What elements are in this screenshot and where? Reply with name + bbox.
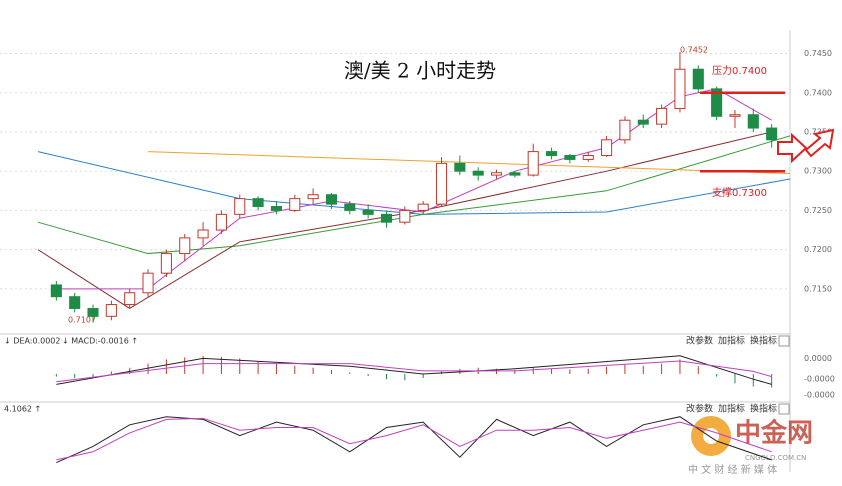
candle-body <box>747 114 759 129</box>
y-tick-label: 0.7400 <box>804 88 832 97</box>
candle-body <box>307 194 319 200</box>
y-tick-label: 0.7200 <box>804 245 832 254</box>
candle-body <box>105 304 117 317</box>
candle-body <box>454 162 466 172</box>
panel-button[interactable]: 换指标 <box>750 403 777 415</box>
candle-body <box>215 213 227 231</box>
panel-header: 4.1062 ↑ <box>4 405 41 414</box>
candle-body <box>289 198 301 211</box>
y-tick-label: 0.7250 <box>804 206 832 215</box>
candle-body <box>87 307 99 317</box>
brand: 中金网 <box>735 418 813 449</box>
candle-body <box>142 272 154 294</box>
candle-body <box>692 68 704 90</box>
candle-body <box>472 170 484 176</box>
candle-body <box>656 107 668 125</box>
candle-body <box>601 139 613 157</box>
panel-header: ↓ MACD:-0.0016 ↑ <box>62 337 138 346</box>
arrow <box>777 132 808 164</box>
low-label: 0.7107 <box>68 316 96 325</box>
candle-body <box>362 209 374 215</box>
indicator-line <box>148 151 791 175</box>
panel-button[interactable]: 加指标 <box>718 335 745 347</box>
candle-body <box>252 198 264 207</box>
candle-body <box>582 155 594 160</box>
y-tick-label: -0.0000 <box>804 390 835 399</box>
candle-body <box>124 292 136 306</box>
candle-body <box>637 119 649 125</box>
candle-body <box>160 253 172 274</box>
indicator-line <box>37 135 791 255</box>
y-tick-label: 0.7350 <box>804 127 832 136</box>
candle-body <box>197 229 209 239</box>
candle-body <box>674 68 686 109</box>
candle-body <box>69 296 81 309</box>
candle-body <box>619 119 631 141</box>
candle-body <box>729 114 741 117</box>
chart-title: 澳/美 2 小时走势 <box>344 59 496 83</box>
close-button[interactable] <box>778 335 790 347</box>
panel-button[interactable]: 加指标 <box>718 403 745 415</box>
candle-body <box>564 155 576 160</box>
panel-button[interactable]: 换指标 <box>750 335 777 347</box>
candle-body <box>399 209 411 223</box>
candle-body <box>490 172 503 176</box>
indicator-line <box>56 416 772 464</box>
panel-button[interactable]: 改参数 <box>686 335 713 347</box>
y-tick-label: 0.7300 <box>804 167 832 176</box>
slogan: 中 文 财 经 新 媒 体 <box>688 463 777 476</box>
logo-inner <box>703 428 719 444</box>
y-tick-label: -0.0000 <box>804 375 835 384</box>
candle-body <box>546 151 558 157</box>
candle-body <box>380 213 393 223</box>
candle-body <box>50 284 62 298</box>
high-label: 0.7452 <box>680 46 708 55</box>
candle-body <box>270 205 282 211</box>
candle-body <box>344 203 356 211</box>
site: CNGOLD.COM.CN <box>745 454 806 462</box>
indicator-line <box>37 131 772 310</box>
indicator-line <box>56 417 772 461</box>
level-label: 压力0.7400 <box>712 64 767 77</box>
close-button[interactable] <box>778 403 790 415</box>
candle-body <box>766 127 778 141</box>
indicator-line <box>56 360 772 383</box>
level-label: 支撑0.7300 <box>712 186 767 199</box>
indicator-line <box>56 355 772 385</box>
candle-body <box>417 203 429 211</box>
candle-body <box>527 151 539 176</box>
panel-header: ↓ DEA:0.0002 <box>4 337 60 346</box>
candle-body <box>509 172 521 176</box>
candle-body <box>435 162 448 205</box>
candle-body <box>325 194 338 205</box>
candle-body <box>234 198 246 215</box>
y-tick-label: 0.0000 <box>804 354 832 363</box>
arrow <box>804 128 835 158</box>
panel-button[interactable]: 改参数 <box>686 403 713 415</box>
candle-body <box>179 237 191 255</box>
y-tick-label: 0.7150 <box>804 284 832 293</box>
candle-body <box>711 88 723 117</box>
y-tick-label: 0.7450 <box>804 49 832 58</box>
